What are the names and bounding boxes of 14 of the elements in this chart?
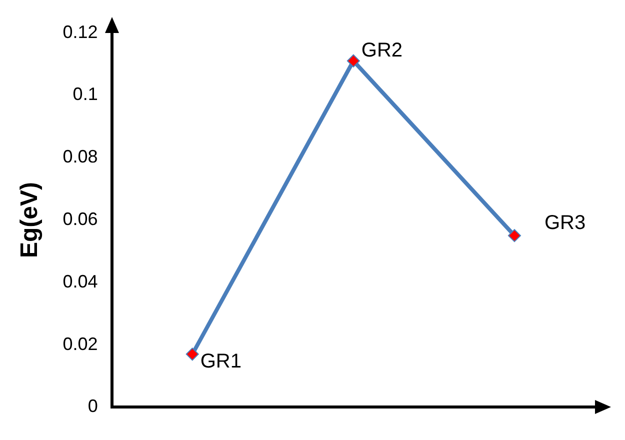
- y-tick-label: 0.12: [62, 22, 98, 42]
- x-tick-label: GR3: [544, 212, 586, 234]
- y-tick-label: 0.06: [62, 208, 98, 229]
- x-tick-label: GR2: [361, 39, 403, 62]
- x-tick-label: GR1: [200, 350, 242, 373]
- point: [346, 54, 360, 68]
- y-tick-label: 0.1: [72, 84, 98, 104]
- y-tick-label: 0.08: [62, 146, 98, 167]
- y-tick-label: 0.04: [62, 271, 98, 292]
- y-axis-title: Eg(eV): [16, 182, 44, 258]
- y-tick-label: 0.02: [62, 334, 98, 354]
- point: [186, 348, 199, 361]
- y-tick-label: 0: [88, 396, 98, 416]
- point: [508, 229, 521, 242]
